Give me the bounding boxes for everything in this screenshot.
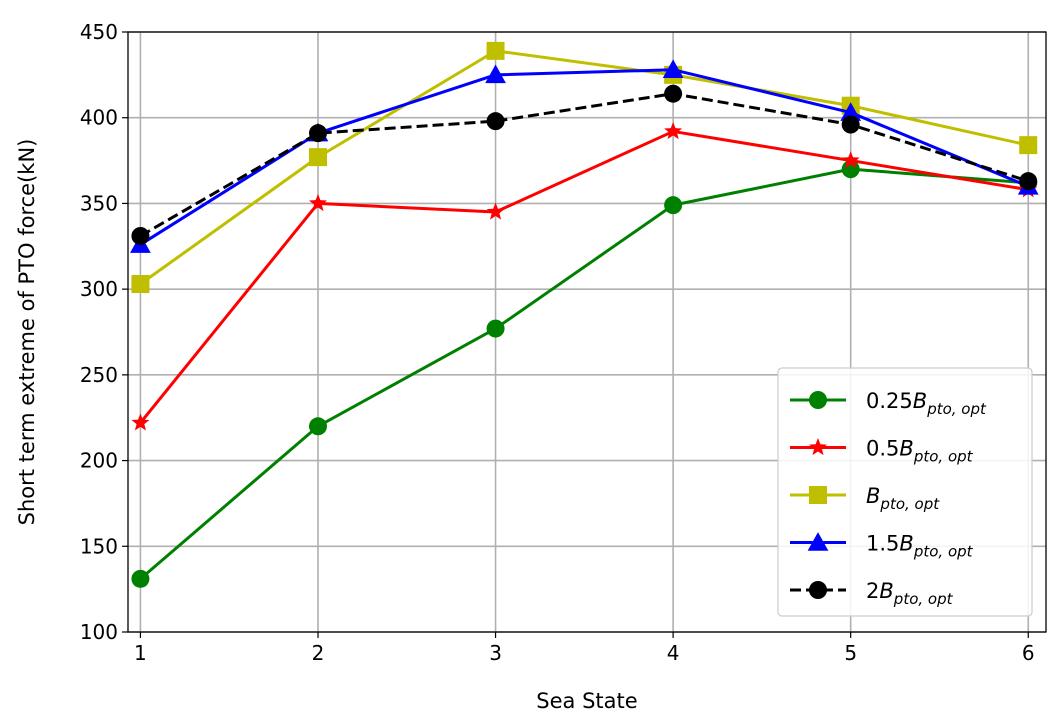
series-5 [131,84,1038,245]
data-point [662,59,684,78]
x-tick-label: 6 [1022,641,1035,665]
series-layer [130,41,1039,588]
data-point [131,413,150,431]
data-point [841,151,860,169]
legend-label: Bpto, opt [866,484,940,513]
data-point [131,569,150,588]
data-point [841,115,860,134]
y-tick-label: 300 [80,277,118,301]
data-point [809,438,827,456]
y-tick-label: 450 [80,20,118,44]
data-point [809,486,827,504]
plot-frame [127,31,1047,633]
data-point [1019,172,1038,191]
data-point [309,193,327,212]
x-axis-title: Sea State [536,689,637,713]
data-point [308,124,327,143]
data-point [809,581,827,599]
legend-label: 0.5Bpto, opt [866,437,974,466]
data-point [807,532,829,551]
legend-entry: 1.5Bpto, opt [790,532,974,561]
data-point [664,121,683,140]
data-point [308,148,327,167]
y-tick-label: 250 [80,363,118,387]
legend-label: 0.25Bpto, opt [866,389,987,418]
data-point [486,41,505,60]
x-tick-label: 4 [667,641,680,665]
legend-box [777,367,1033,617]
data-point [486,202,505,220]
x-tick-label: 1 [134,641,147,665]
data-point [664,196,683,215]
y-axis-title: Short term extreme of PTO force(kN) [15,139,39,526]
series-1 [131,160,1038,588]
series-line [139,167,1029,580]
data-point [809,391,827,409]
data-point [486,112,505,131]
x-tick-label: 2 [312,641,325,665]
series-line [139,49,1029,286]
legend-entry: Bpto, opt [790,484,940,513]
data-point [485,64,506,84]
y-tick-label: 150 [80,534,118,558]
legend-entry: 0.5Bpto, opt [790,437,974,466]
y-tick-label: 350 [80,191,118,215]
axis-ticks: 1 2 3 4 5 6 100 150 200 250 300 350 400 450 [80,20,1035,665]
data-point [308,417,327,436]
data-point [664,84,683,103]
y-tick-label: 400 [80,106,118,130]
data-point [1019,136,1038,155]
legend: 0.25Bpto, opt 0.5Bpto, opt Bpto, opt 1.5Bpt… [777,367,1033,617]
data-point [131,275,150,293]
y-tick-label: 200 [80,449,118,473]
y-tick-label: 100 [80,620,118,644]
series-line [139,129,1029,424]
data-point [131,227,150,245]
legend-label: 1.5Bpto, opt [866,532,974,561]
legend-label: 2Bpto, opt [866,579,954,608]
series-line [139,92,1029,238]
legend-entry: 2Bpto, opt [790,579,954,608]
legend-entry: 0.25Bpto, opt [790,389,987,418]
data-point [486,319,505,338]
x-tick-label: 5 [844,641,857,665]
data-point [840,102,862,121]
x-tick-label: 3 [489,641,502,665]
